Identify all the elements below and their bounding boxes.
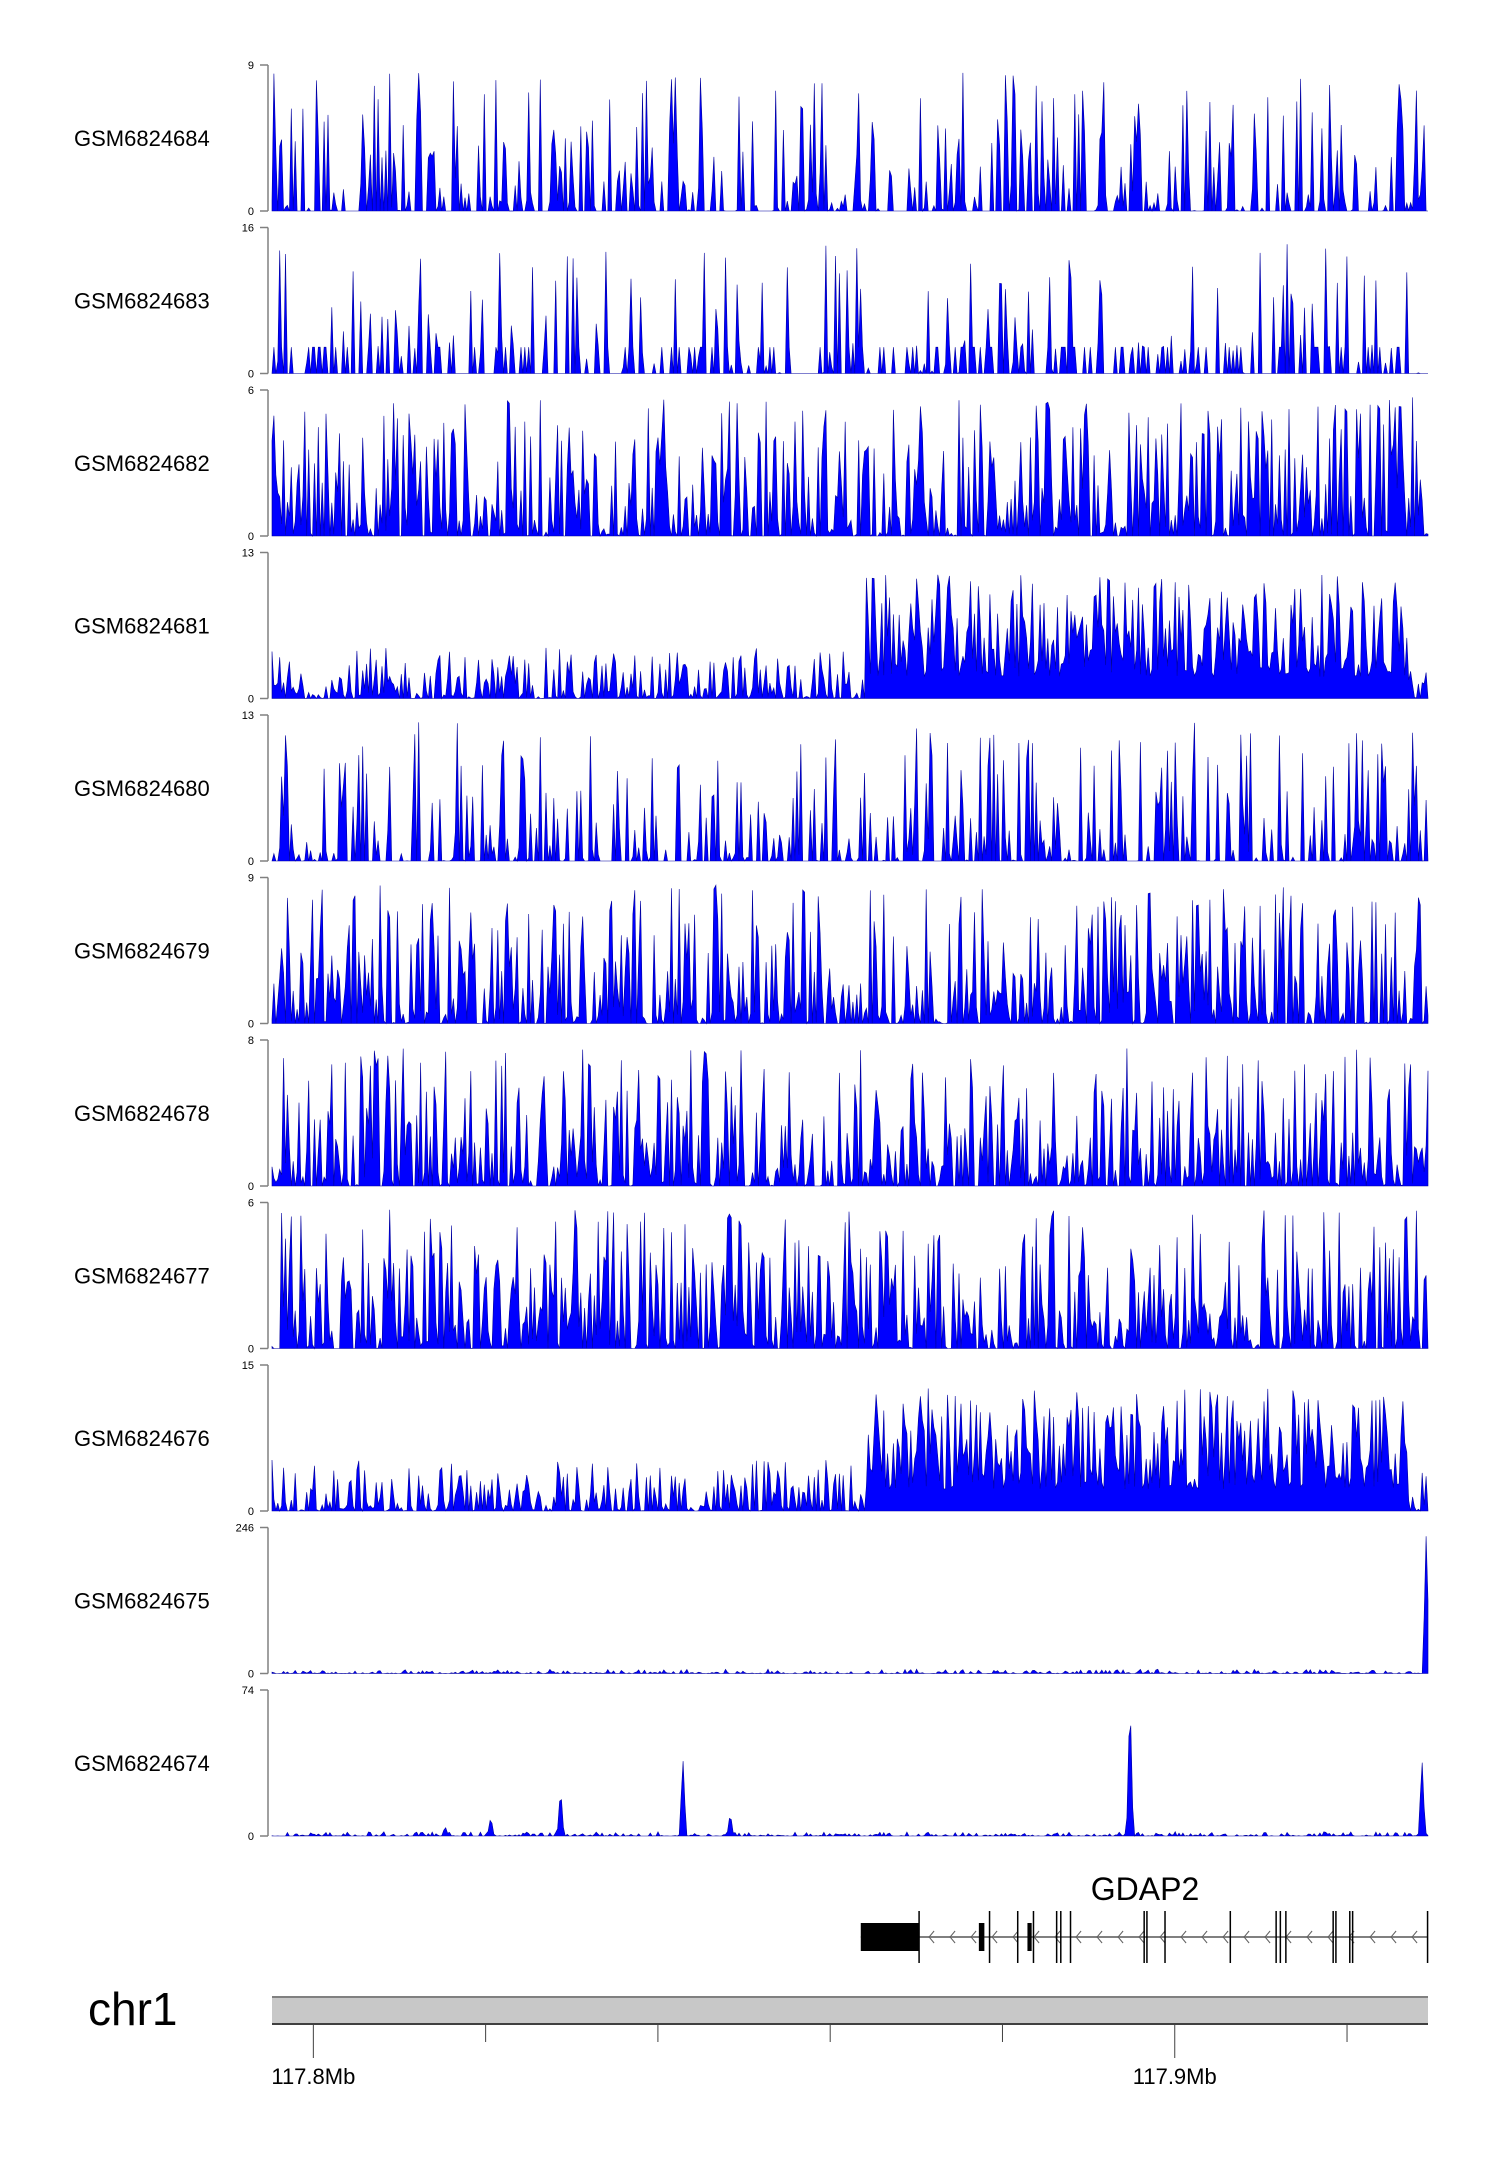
strand-arrow-icon xyxy=(1012,1930,1019,1944)
strand-arrow-icon xyxy=(1117,1930,1124,1944)
track-GSM6824682: GSM6824682 6 0 xyxy=(74,385,1429,543)
y-min-label: 0 xyxy=(248,531,254,543)
track-GSM6824674: GSM6824674 74 0 xyxy=(74,1685,1429,1843)
strand-arrow-icon xyxy=(1180,1930,1187,1944)
track-label: GSM6824682 xyxy=(74,451,210,476)
strand-arrow-icon xyxy=(1264,1930,1271,1944)
y-max-label: 74 xyxy=(242,1685,254,1697)
track-GSM6824677: GSM6824677 6 0 xyxy=(74,1198,1429,1356)
y-max-label: 9 xyxy=(248,873,254,885)
gene-track: GDAP2 xyxy=(860,1871,1429,1963)
y-max-label: 246 xyxy=(236,1523,254,1535)
strand-arrow-icon xyxy=(1243,1930,1250,1944)
y-max-label: 16 xyxy=(242,223,254,235)
x-tick-label: 117.8Mb xyxy=(271,2064,355,2089)
y-min-label: 0 xyxy=(248,1181,254,1193)
track-label: GSM6824676 xyxy=(74,1426,210,1451)
signal-area xyxy=(271,244,1428,375)
y-min-label: 0 xyxy=(248,694,254,706)
chromosome-axis: chr1 117.8Mb 117.9Mb xyxy=(88,1983,1428,2089)
strand-arrow-icon xyxy=(928,1930,935,1944)
strand-arrow-icon xyxy=(1306,1930,1313,1944)
track-label: GSM6824675 xyxy=(74,1589,210,1614)
y-min-label: 0 xyxy=(248,1019,254,1031)
strand-arrow-icon xyxy=(1327,1930,1334,1944)
track-label: GSM6824684 xyxy=(74,126,210,151)
signal-area xyxy=(271,884,1429,1025)
track-label: GSM6824683 xyxy=(74,289,210,314)
track-label: GSM6824680 xyxy=(74,776,210,801)
strand-arrow-icon xyxy=(1054,1930,1061,1944)
track-label: GSM6824679 xyxy=(74,939,210,964)
x-ticks xyxy=(312,2024,1348,2058)
y-min-label: 0 xyxy=(248,1506,254,1518)
y-min-label: 0 xyxy=(248,1344,254,1356)
y-max-label: 9 xyxy=(248,60,254,72)
strand-arrow-icon xyxy=(1201,1930,1208,1944)
track-GSM6824675: GSM6824675 246 0 xyxy=(74,1523,1429,1681)
chromosome-label: chr1 xyxy=(88,1983,177,2035)
strand-arrow-icon xyxy=(1138,1930,1145,1944)
track-GSM6824678: GSM6824678 8 0 xyxy=(74,1035,1429,1193)
track-GSM6824683: GSM6824683 16 0 xyxy=(74,223,1428,381)
signal-area xyxy=(271,722,1429,863)
strand-arrow-icon xyxy=(970,1930,977,1944)
signal-area xyxy=(271,1536,1429,1675)
y-max-label: 6 xyxy=(248,1198,254,1210)
strand-arrow-icon xyxy=(1075,1930,1082,1944)
track-label: GSM6824681 xyxy=(74,614,210,639)
y-min-label: 0 xyxy=(248,369,254,381)
track-GSM6824676: GSM6824676 15 0 xyxy=(74,1360,1429,1518)
strand-arrow-icon xyxy=(949,1930,956,1944)
track-GSM6824680: GSM6824680 13 0 xyxy=(74,710,1429,868)
y-max-label: 15 xyxy=(242,1360,254,1372)
y-min-label: 0 xyxy=(248,1831,254,1843)
y-max-label: 13 xyxy=(242,548,254,560)
strand-arrow-icon xyxy=(1159,1930,1166,1944)
strand-arrow-icon xyxy=(991,1930,998,1944)
strand-arrow-icon xyxy=(1411,1930,1418,1944)
y-max-label: 13 xyxy=(242,710,254,722)
signal-tracks: GSM682468490GSM6824683160GSM682468260GSM… xyxy=(74,60,1429,1843)
strand-arrow-icon xyxy=(1222,1930,1229,1944)
gene-label: GDAP2 xyxy=(1091,1871,1199,1907)
signal-area xyxy=(271,72,1428,213)
track-label: GSM6824678 xyxy=(74,1101,210,1126)
strand-arrow-icon xyxy=(1096,1930,1103,1944)
signal-area xyxy=(271,1048,1429,1188)
exon xyxy=(1027,1923,1032,1951)
track-GSM6824679: GSM6824679 9 0 xyxy=(74,873,1429,1031)
strand-arrow-icon xyxy=(1369,1930,1376,1944)
signal-area xyxy=(271,1725,1429,1837)
chromosome-bar xyxy=(272,1996,1428,2024)
signal-area xyxy=(271,1209,1429,1350)
track-label: GSM6824677 xyxy=(74,1264,210,1289)
track-label: GSM6824674 xyxy=(74,1751,210,1776)
track-GSM6824681: GSM6824681 13 0 xyxy=(74,548,1429,706)
signal-area xyxy=(271,574,1429,700)
y-min-label: 0 xyxy=(248,856,254,868)
y-min-label: 0 xyxy=(248,206,254,218)
track-GSM6824684: GSM6824684 9 0 xyxy=(74,60,1428,218)
utr-exon xyxy=(860,1923,920,1951)
y-max-label: 6 xyxy=(248,385,254,397)
y-max-label: 8 xyxy=(248,1035,254,1047)
signal-area xyxy=(271,1388,1429,1513)
exon xyxy=(978,1923,985,1951)
strand-arrow-icon xyxy=(1390,1930,1397,1944)
y-min-label: 0 xyxy=(248,1669,254,1681)
signal-area xyxy=(271,397,1429,538)
x-tick-label: 117.9Mb xyxy=(1133,2064,1217,2089)
